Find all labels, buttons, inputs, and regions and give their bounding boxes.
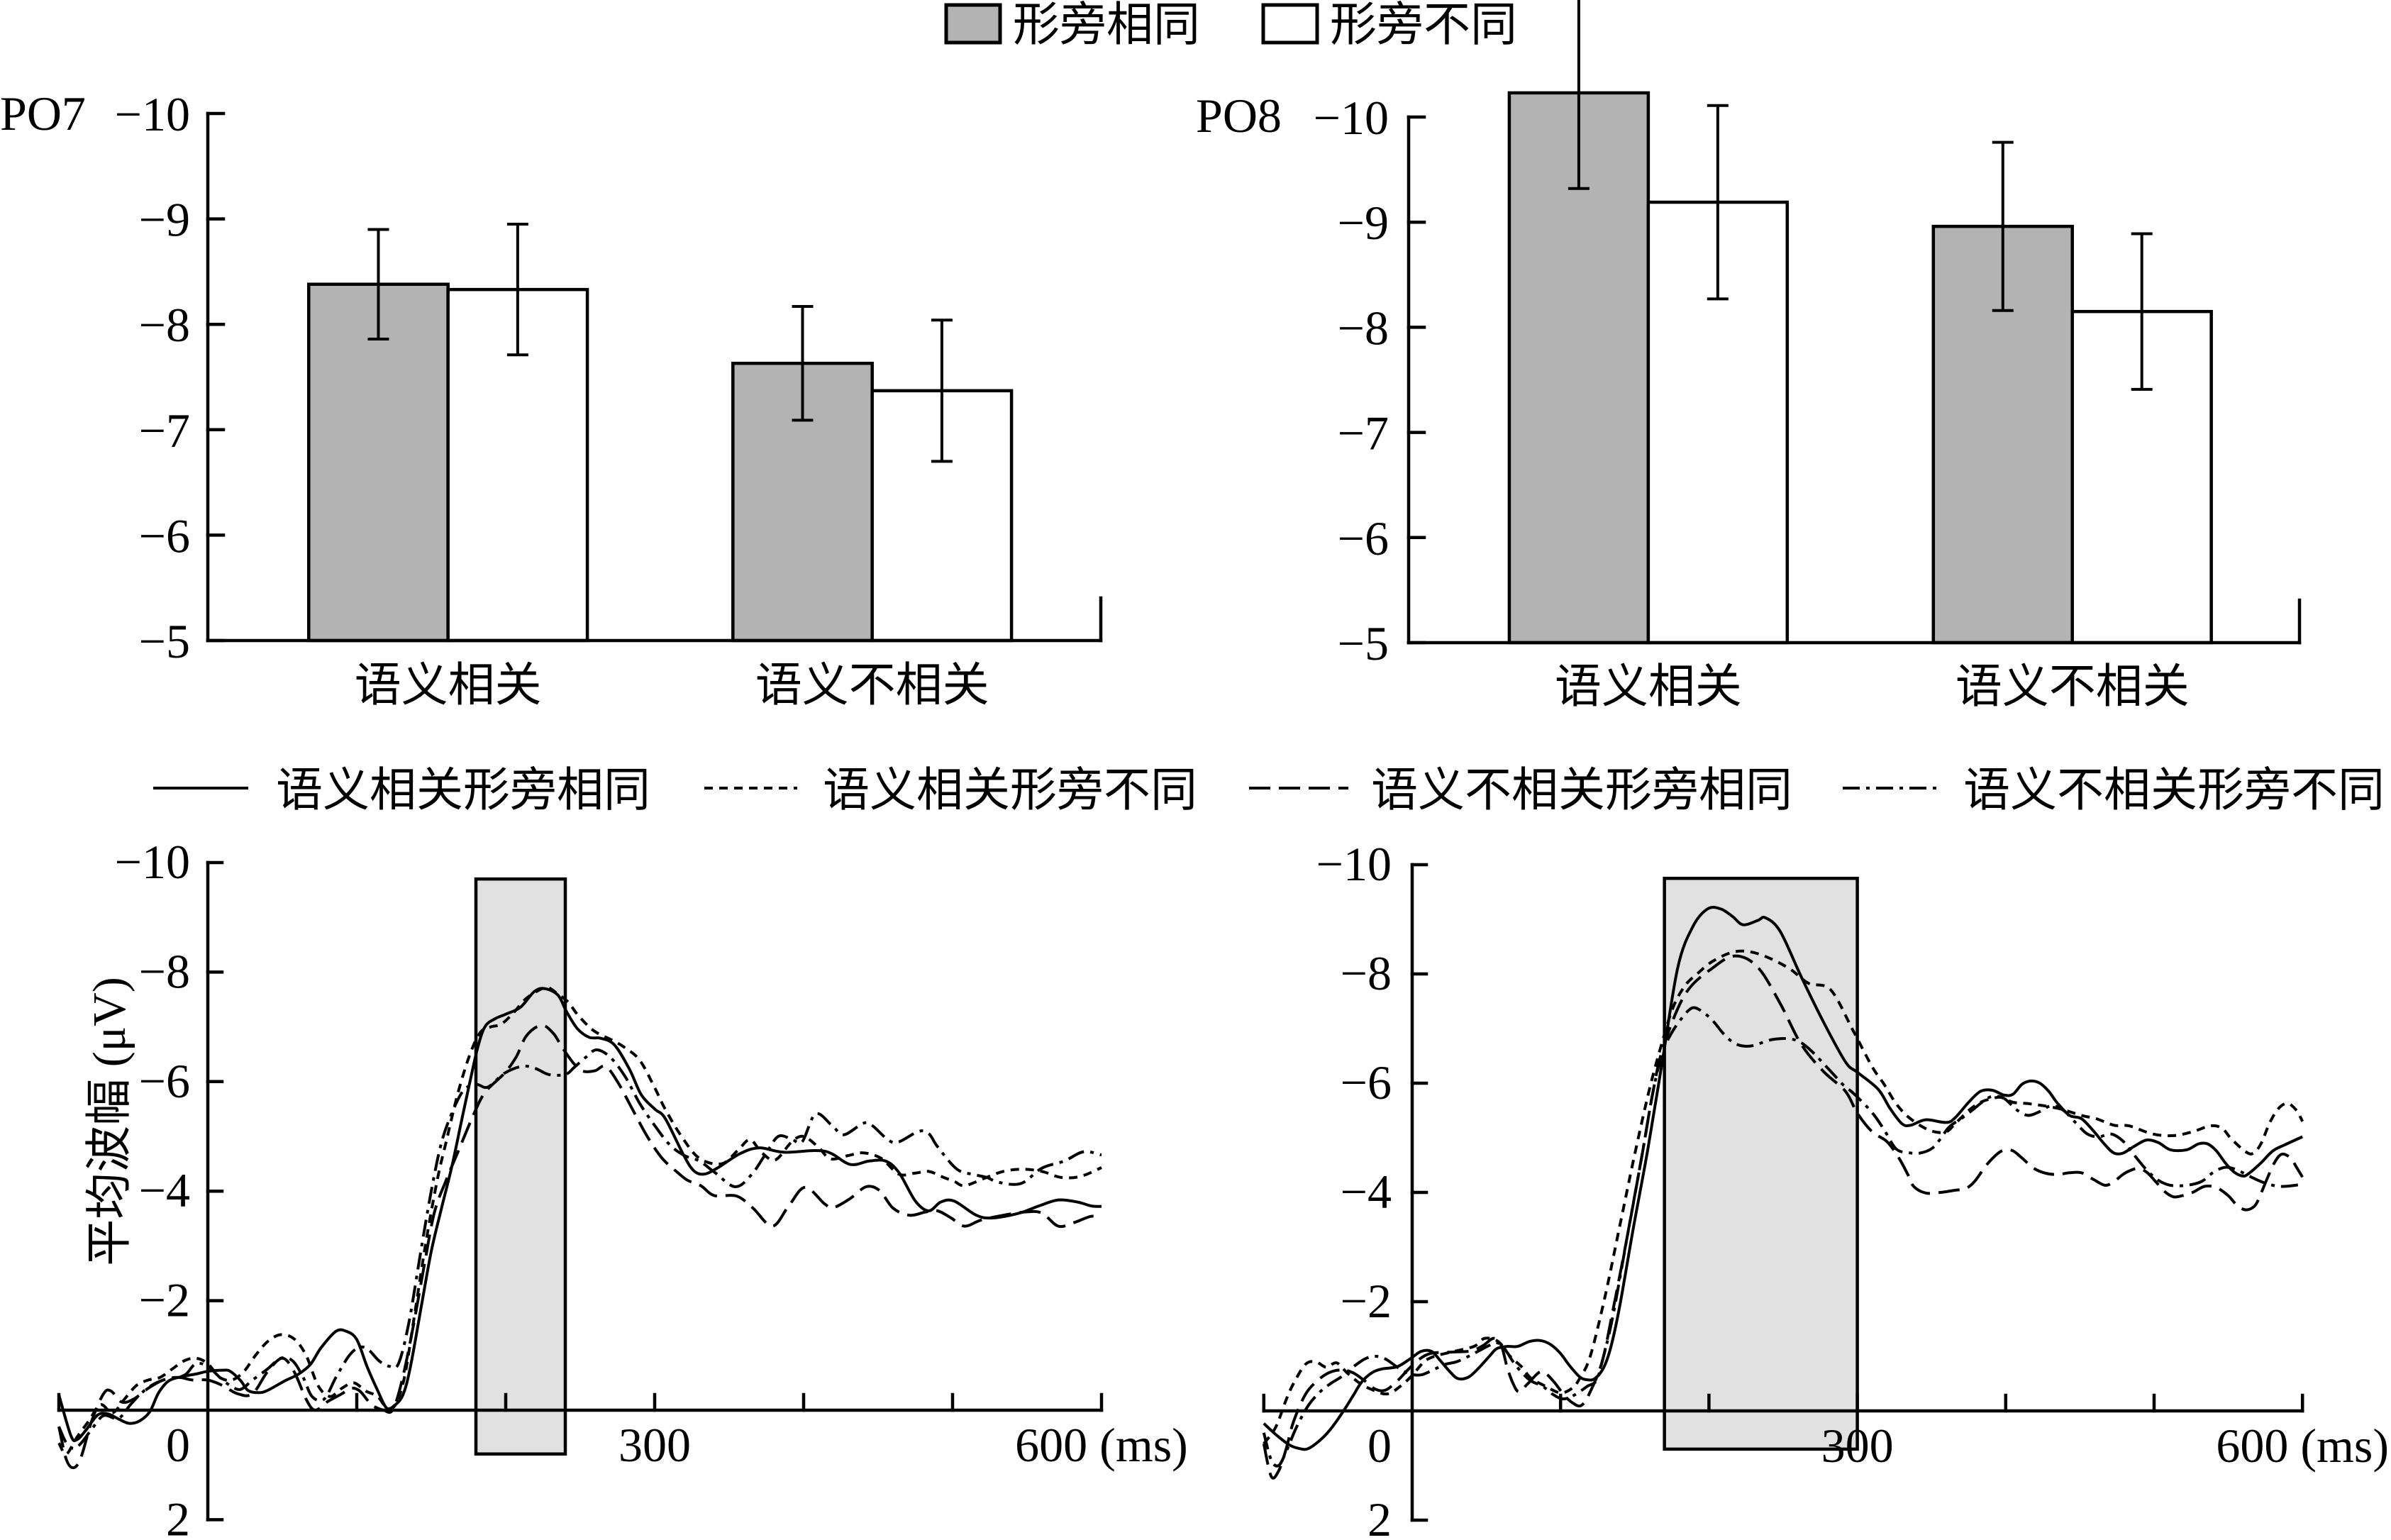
bar-chart-po8: PO8 语义相关 语义不相关 −10 −9 −8 −7 −6 −5 bbox=[1196, 0, 2302, 713]
y-tick-label: −8 bbox=[1341, 946, 1392, 1000]
bar-chart-po7: PO7 语义相关 语义不相关 −10 −9 −8 −7 −6 −5 bbox=[0, 87, 1103, 711]
legend-label-related-same: 语义相关形旁相同 bbox=[276, 765, 650, 816]
legend-item-unrelated-different: 语义不相关形旁不同 bbox=[1843, 765, 2385, 816]
panel-title-po7: PO7 bbox=[0, 87, 86, 140]
erp-legend: 语义相关形旁相同 语义相关形旁不同 语义不相关形旁相同 语义不相关形旁不同 bbox=[153, 765, 2385, 816]
y-tick-label: −8 bbox=[1338, 301, 1389, 355]
bar-legend: 形旁相同 形旁不同 bbox=[944, 0, 1517, 51]
legend-swatch-white-icon bbox=[1261, 3, 1319, 45]
category-label-semantic-unrelated: 语义不相关 bbox=[755, 660, 989, 711]
y-tick-label: −8 bbox=[139, 298, 190, 352]
y-tick-label: −10 bbox=[1314, 91, 1389, 145]
time-window-highlight bbox=[474, 877, 567, 1456]
category-label-semantic-related: 语义相关 bbox=[355, 660, 542, 711]
y-tick-label: 0 bbox=[166, 1418, 190, 1472]
y-tick-label: −6 bbox=[1338, 511, 1389, 565]
panel-title-po8: PO8 bbox=[1196, 89, 1282, 143]
error-bar-po8-semantic-related-radical-different bbox=[1707, 104, 1729, 301]
time-window-highlight bbox=[1663, 877, 1859, 1451]
y-tick-label: −9 bbox=[1338, 196, 1389, 250]
x-tick-label: 600 (ms) bbox=[1015, 1418, 1188, 1472]
y-tick-label: −6 bbox=[1341, 1056, 1392, 1109]
waveform-po7-unrelated-same bbox=[57, 1024, 1102, 1470]
y-tick-label: −9 bbox=[139, 193, 190, 247]
waveform-po7-related-same bbox=[57, 987, 1102, 1443]
x-tick-label: 600 (ms) bbox=[2216, 1419, 2389, 1473]
y-tick-label: −7 bbox=[139, 404, 190, 458]
error-bar-po7-semantic-unrelated-radical-same bbox=[792, 304, 814, 422]
y-tick-label: −4 bbox=[139, 1163, 190, 1217]
y-tick-label: −10 bbox=[115, 87, 190, 141]
y-tick-label: −2 bbox=[139, 1273, 190, 1327]
legend-swatch-gray-icon bbox=[944, 3, 1002, 45]
y-tick-label: −6 bbox=[139, 509, 190, 563]
bar-po8-semantic-unrelated-radical-different bbox=[2070, 309, 2213, 645]
x-tick-label: 300 bbox=[618, 1418, 691, 1472]
error-bar-po7-semantic-related-radical-same bbox=[367, 228, 389, 341]
legend-item-related-same: 语义相关形旁相同 bbox=[153, 765, 650, 816]
waveform-po8-related-different bbox=[1263, 949, 2304, 1445]
legend-label-related-different: 语义相关形旁不同 bbox=[823, 765, 1197, 816]
y-axis-title: 平均波幅 (μV) bbox=[84, 977, 135, 1266]
y-tick-label: 2 bbox=[166, 1492, 190, 1540]
y-tick-label: 2 bbox=[1368, 1492, 1392, 1540]
legend-label-radical-different: 形旁不同 bbox=[1330, 0, 1517, 51]
y-tick-label: −6 bbox=[139, 1054, 190, 1108]
category-label-semantic-related: 语义相关 bbox=[1555, 661, 1742, 713]
waveform-po8-unrelated-same bbox=[1262, 954, 2304, 1480]
error-bar-po8-semantic-unrelated-radical-different bbox=[2131, 232, 2153, 391]
legend-item-unrelated-same: 语义不相关形旁相同 bbox=[1249, 765, 1792, 816]
legend-label-unrelated-same: 语义不相关形旁相同 bbox=[1371, 765, 1792, 816]
error-bar-po7-semantic-related-radical-different bbox=[506, 223, 528, 357]
category-label-semantic-unrelated: 语义不相关 bbox=[1955, 661, 2190, 713]
y-tick-label: −7 bbox=[1338, 406, 1389, 460]
y-tick-label: −2 bbox=[1341, 1274, 1392, 1328]
x-tick-label: 300 bbox=[1821, 1419, 1894, 1473]
erp-chart-po8: 300 600 (ms) −10 −8 −6 −4 −2 0 2 bbox=[1262, 837, 2389, 1540]
y-tick-label: −5 bbox=[1338, 616, 1389, 670]
y-tick-label: −10 bbox=[115, 835, 190, 889]
legend-label-radical-same: 形旁相同 bbox=[1013, 0, 1200, 51]
y-tick-label: 0 bbox=[1368, 1419, 1392, 1473]
waveform-po7-unrelated-different bbox=[57, 1048, 1102, 1450]
waveform-po8-unrelated-different bbox=[1262, 1006, 2303, 1468]
legend-item-related-different: 语义相关形旁不同 bbox=[704, 765, 1197, 816]
legend-label-unrelated-different: 语义不相关形旁不同 bbox=[1963, 765, 2385, 816]
y-tick-label: −5 bbox=[139, 614, 190, 668]
error-bar-po8-semantic-related-radical-same bbox=[1568, 0, 1590, 190]
y-tick-label: −8 bbox=[139, 944, 190, 998]
y-tick-label: −4 bbox=[1341, 1165, 1392, 1219]
legend-item-radical-different: 形旁不同 bbox=[1261, 0, 1517, 51]
erp-chart-po7: 300 600 (ms) −10 −8 −6 −4 −2 0 2 平均波幅 (μV) bbox=[57, 835, 1188, 1540]
y-tick-label: −10 bbox=[1316, 837, 1392, 891]
error-bar-po7-semantic-unrelated-radical-different bbox=[931, 318, 953, 463]
legend-item-radical-same: 形旁相同 bbox=[944, 0, 1200, 51]
error-bar-po8-semantic-unrelated-radical-same bbox=[1992, 140, 2014, 312]
